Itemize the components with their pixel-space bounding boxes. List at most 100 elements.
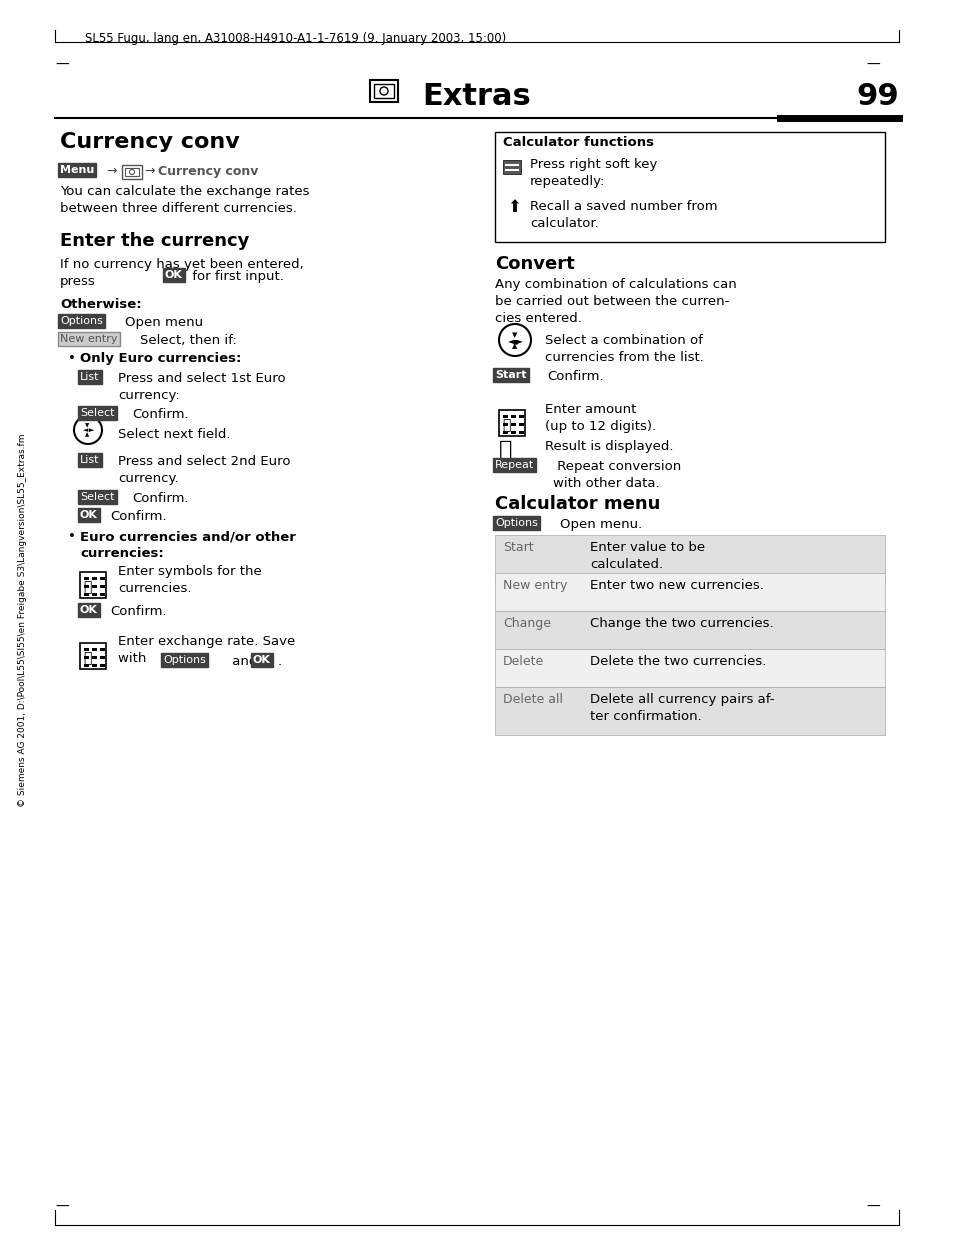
Text: Delete the two currencies.: Delete the two currencies. xyxy=(589,655,765,668)
Text: Enter symbols for the
currencies.: Enter symbols for the currencies. xyxy=(118,564,261,596)
Text: Change the two currencies.: Change the two currencies. xyxy=(589,617,773,630)
Bar xyxy=(495,687,884,735)
Text: OK: OK xyxy=(253,655,271,665)
Text: Currency conv: Currency conv xyxy=(60,132,239,152)
Text: ⤴: ⤴ xyxy=(498,440,512,460)
Bar xyxy=(495,649,884,687)
Bar xyxy=(374,83,394,98)
Bar xyxy=(502,431,507,434)
Text: Repeat: Repeat xyxy=(495,460,534,470)
Text: SL55 Fugu, lang en, A31008-H4910-A1-1-7619 (9. January 2003, 15:00): SL55 Fugu, lang en, A31008-H4910-A1-1-76… xyxy=(85,32,506,45)
Bar xyxy=(80,572,106,598)
Bar xyxy=(100,593,105,596)
Bar xyxy=(80,643,106,669)
Text: Open menu.: Open menu. xyxy=(559,518,641,531)
Bar xyxy=(511,415,516,417)
Text: Press and select 2nd Euro
currency.: Press and select 2nd Euro currency. xyxy=(118,455,291,485)
Bar xyxy=(100,655,105,659)
Bar xyxy=(125,168,139,176)
Text: Confirm.: Confirm. xyxy=(110,510,167,523)
Text: ◄: ◄ xyxy=(507,336,514,345)
Text: ▲: ▲ xyxy=(512,343,517,349)
Text: —: — xyxy=(55,1200,69,1214)
Text: .: . xyxy=(277,655,282,668)
Bar xyxy=(502,422,507,426)
Text: Enter value to be
calculated.: Enter value to be calculated. xyxy=(589,541,704,571)
Text: ■: ■ xyxy=(513,339,517,344)
Bar xyxy=(495,611,884,649)
Bar xyxy=(84,593,89,596)
Bar xyxy=(100,664,105,667)
Text: Delete: Delete xyxy=(502,655,543,668)
Text: © Siemens AG 2001, D:\Pool\L55\SI55\en Freigabe S3\Langversion\SL55_Extras.fm: © Siemens AG 2001, D:\Pool\L55\SI55\en F… xyxy=(18,434,27,806)
Text: Enter exchange rate. Save
with: Enter exchange rate. Save with xyxy=(118,635,294,665)
Text: Result is displayed.: Result is displayed. xyxy=(544,440,673,454)
Bar xyxy=(511,422,516,426)
Circle shape xyxy=(498,324,531,356)
Text: List: List xyxy=(80,455,99,465)
Bar xyxy=(84,664,89,667)
Bar xyxy=(84,577,89,579)
Text: OK: OK xyxy=(80,510,98,520)
Text: ▼: ▼ xyxy=(512,331,517,338)
Text: You can calculate the exchange rates
between three different currencies.: You can calculate the exchange rates bet… xyxy=(60,184,309,216)
Text: Euro currencies and/or other
currencies:: Euro currencies and/or other currencies: xyxy=(80,530,295,559)
Text: Enter amount
(up to 12 digits).: Enter amount (up to 12 digits). xyxy=(544,402,656,434)
Text: →: → xyxy=(106,164,116,178)
Bar xyxy=(84,655,89,659)
Text: —: — xyxy=(865,59,879,72)
Bar xyxy=(511,431,516,434)
Circle shape xyxy=(130,169,134,174)
Bar xyxy=(100,648,105,650)
Text: New entry: New entry xyxy=(60,334,117,344)
Text: Otherwise:: Otherwise: xyxy=(60,298,141,312)
Text: Extras: Extras xyxy=(422,82,531,111)
Text: Start: Start xyxy=(495,370,526,380)
Bar xyxy=(518,431,523,434)
Text: Currency conv: Currency conv xyxy=(158,164,258,178)
Text: Only Euro currencies:: Only Euro currencies: xyxy=(80,353,241,365)
Bar xyxy=(91,655,97,659)
Bar xyxy=(91,577,97,579)
Bar xyxy=(91,586,97,588)
Bar xyxy=(370,80,397,102)
Circle shape xyxy=(379,87,388,95)
Text: ▲: ▲ xyxy=(85,432,90,437)
Bar xyxy=(518,422,523,426)
Text: If no currency has yet been entered,
press: If no currency has yet been entered, pre… xyxy=(60,258,303,288)
Text: and: and xyxy=(228,655,261,668)
Text: OK: OK xyxy=(80,606,98,616)
Text: Select, then if:: Select, then if: xyxy=(140,334,236,346)
Text: Confirm.: Confirm. xyxy=(110,606,167,618)
Text: Calculator functions: Calculator functions xyxy=(502,136,654,150)
Text: ►: ► xyxy=(89,427,94,434)
Text: Select: Select xyxy=(80,407,114,417)
Bar xyxy=(84,648,89,650)
Text: New entry: New entry xyxy=(502,579,567,592)
Text: ►: ► xyxy=(517,336,522,345)
Text: ✋: ✋ xyxy=(83,579,91,594)
Text: 99: 99 xyxy=(856,82,898,111)
Circle shape xyxy=(74,416,102,444)
Text: ✋: ✋ xyxy=(501,417,510,432)
Text: Options: Options xyxy=(60,316,103,326)
Text: List: List xyxy=(80,373,99,383)
Text: Delete all: Delete all xyxy=(502,693,562,706)
Bar xyxy=(91,593,97,596)
Text: Convert: Convert xyxy=(495,255,574,273)
Text: Calculator menu: Calculator menu xyxy=(495,495,659,513)
Text: Select next field.: Select next field. xyxy=(118,427,231,441)
Text: —: — xyxy=(865,1200,879,1214)
Text: —: — xyxy=(55,59,69,72)
Bar xyxy=(502,159,520,174)
Text: ◄: ◄ xyxy=(83,427,89,434)
Bar xyxy=(518,415,523,417)
Bar xyxy=(91,664,97,667)
Text: Enter the currency: Enter the currency xyxy=(60,232,249,250)
Text: Options: Options xyxy=(163,655,206,665)
Text: Confirm.: Confirm. xyxy=(546,370,603,383)
Bar xyxy=(495,573,884,611)
Text: Confirm.: Confirm. xyxy=(132,407,189,421)
Bar xyxy=(502,415,507,417)
Bar xyxy=(495,132,884,242)
